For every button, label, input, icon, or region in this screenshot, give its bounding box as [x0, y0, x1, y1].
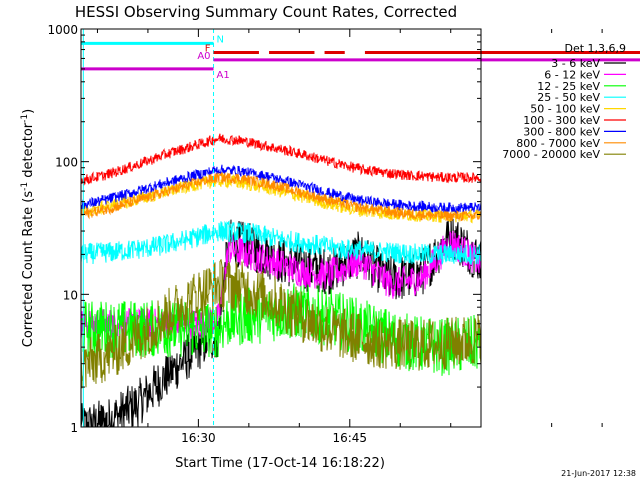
legend-label-50-100-kev: 50 - 100 keV — [530, 103, 600, 116]
legend-label-800-7000-kev: 800 - 7000 keV — [516, 137, 600, 150]
x-axis-label: Start Time (17-Oct-14 16:18:22) — [175, 456, 385, 471]
legend-label-3-6-kev: 3 - 6 keV — [551, 57, 600, 70]
x-tick-label: 16:45 — [332, 431, 367, 445]
y-tick-label: 1000 — [47, 23, 78, 37]
plot-frame — [80, 28, 482, 428]
series-layer — [81, 133, 481, 427]
series-100-300-kev — [81, 133, 481, 186]
legend-label-7000-20000-kev: 7000 - 20000 keV — [502, 148, 600, 161]
y-tick-label: 1 — [70, 421, 78, 435]
flag-label-a1: A1 — [217, 70, 230, 81]
flag-label-n: N — [217, 34, 224, 45]
series-25-50-kev — [81, 220, 481, 266]
y-axis-label: Corrected Count Rate (s-1 detector-1) — [20, 109, 36, 347]
legend-label-100-300-kev: 100 - 300 keV — [523, 114, 600, 127]
y-tick-label: 100 — [55, 156, 78, 170]
x-tick-label: 16:30 — [181, 431, 216, 445]
y-tick-label: 10 — [63, 288, 78, 302]
time-markers — [82, 29, 215, 427]
legend-label-6-12-kev: 6 - 12 keV — [544, 68, 600, 81]
flag-label-f: F — [205, 44, 211, 55]
legend-label-300-800-kev: 300 - 800 keV — [523, 125, 600, 138]
series-800-7000-kev — [81, 172, 481, 222]
legend-label-12-25-kev: 12 - 25 keV — [537, 80, 600, 93]
series-7000-20000-kev — [81, 259, 481, 389]
chart-title: HESSI Observing Summary Count Rates, Cor… — [75, 3, 457, 21]
axis-ticks: 16:30 16:45 1 10 100 1000 — [47, 23, 603, 445]
legend-title: Det 1,3,6,9 — [564, 42, 626, 55]
series-300-800-kev — [81, 164, 481, 215]
series-6-12-kev — [81, 230, 481, 340]
date-stamp: 21-Jun-2017 12:38 — [561, 469, 636, 478]
legend-label-25-50-kev: 25 - 50 keV — [537, 91, 600, 104]
flag-label-a0: A0 — [197, 51, 210, 62]
